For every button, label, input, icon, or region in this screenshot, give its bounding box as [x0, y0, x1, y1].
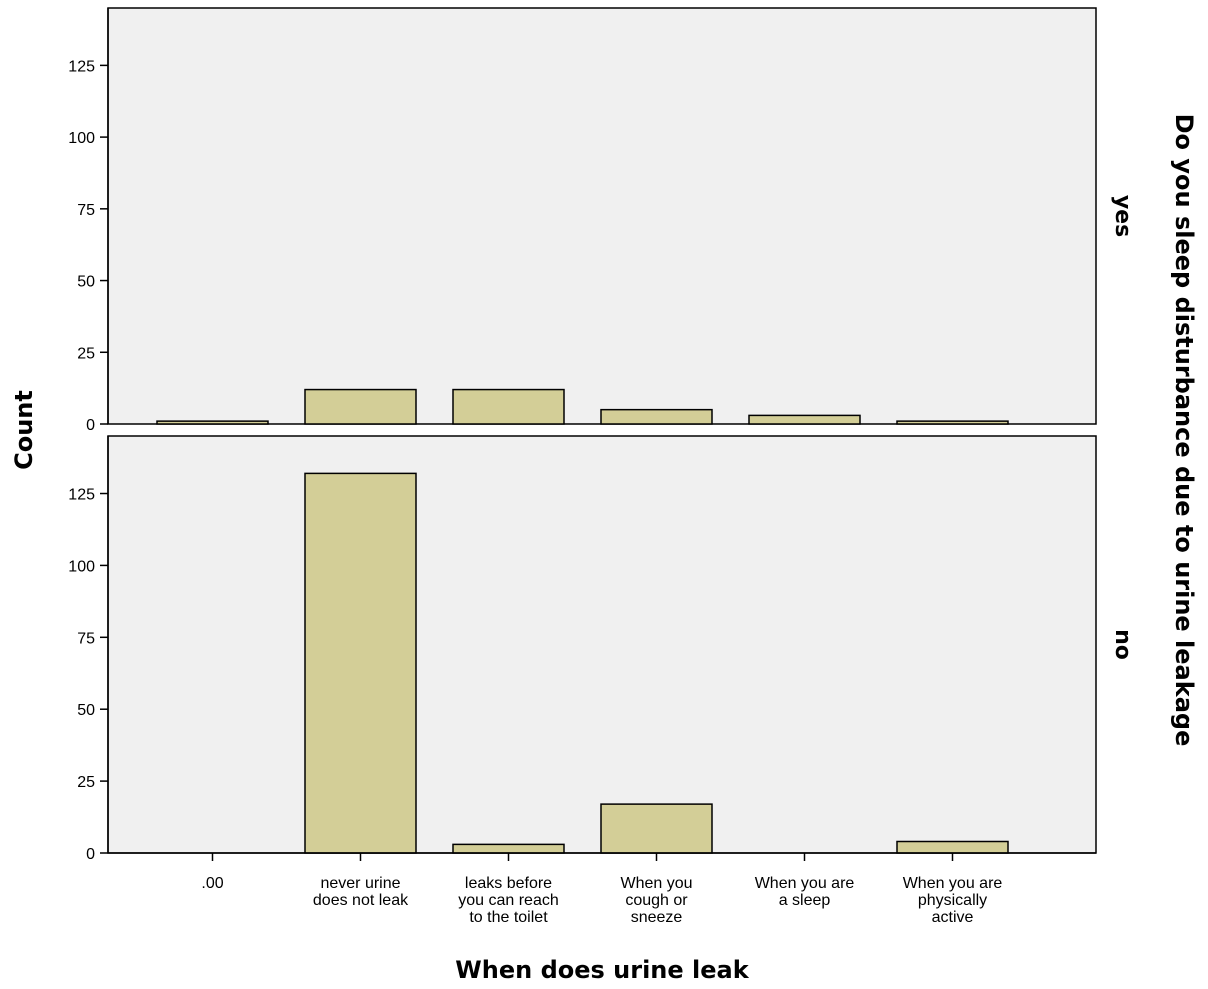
x-tick-label-line: a sleep: [779, 892, 831, 909]
y-tick-label: 125: [68, 58, 95, 75]
x-tick-label-line: sneeze: [631, 909, 683, 926]
bar: [156, 420, 269, 425]
x-tick-label: never urine does not leak: [313, 875, 409, 909]
panels-layer: 0 25 50 75 100 125 yes 0 25 50 75 100 125 no .00 never …: [68, 7, 1135, 926]
bar: [600, 803, 713, 854]
y-tick-label: 25: [77, 345, 95, 362]
x-tick-label-line: active: [932, 909, 974, 926]
x-tick-label-line: you can reach: [458, 892, 559, 909]
bar: [896, 840, 1009, 854]
x-axis-title: When does urine leak: [455, 956, 749, 984]
x-tick-label: When you cough or sneeze: [620, 875, 692, 926]
y-tick-label: 100: [68, 130, 95, 147]
bar: [304, 472, 417, 854]
x-tick-label-line: never urine: [320, 875, 400, 892]
x-tick-label-line: to the toilet: [469, 909, 548, 926]
x-tick-label: When you are a sleep: [755, 875, 855, 909]
x-tick-label-line: When you are: [755, 875, 855, 892]
y-tick-label: 75: [77, 202, 95, 219]
bar: [600, 408, 713, 425]
y-tick-label: 50: [77, 274, 95, 291]
panel-background: [107, 435, 1097, 854]
y-tick-label: 25: [77, 774, 95, 791]
y-tick-label: 0: [86, 846, 95, 863]
panel-label-yes: yes: [1110, 195, 1135, 237]
y-tick-label: 125: [68, 487, 95, 504]
bar: [748, 414, 861, 425]
y-tick-label: 75: [77, 630, 95, 647]
panel-yes: 0 25 50 75 100 125 yes: [68, 7, 1135, 434]
x-tick-label-line: .00: [201, 875, 223, 892]
x-tick-label: leaks before you can reach to the toilet: [458, 875, 559, 926]
y-tick-label: 0: [86, 417, 95, 434]
x-tick-label-line: cough or: [625, 892, 688, 909]
y-axis-title: Count: [10, 390, 38, 470]
panel-background: [107, 7, 1097, 425]
y-tick-label: 50: [77, 702, 95, 719]
panel-no: 0 25 50 75 100 125 no: [68, 435, 1135, 863]
x-tick-label-line: When you: [620, 875, 692, 892]
bar: [452, 843, 565, 854]
x-tick-label-line: does not leak: [313, 892, 409, 909]
y-tick-label: 100: [68, 558, 95, 575]
bar: [452, 388, 565, 425]
panel-label-no: no: [1110, 629, 1135, 660]
x-tick-label-line: physically: [918, 892, 987, 909]
bar: [896, 420, 1009, 425]
x-tick-label-line: leaks before: [465, 875, 552, 892]
panel-variable-title: Do you sleep disturbance due to urine le…: [1170, 114, 1198, 747]
x-tick-label: When you are physically active: [903, 875, 1003, 926]
bar: [304, 388, 417, 425]
x-tick-label: .00: [201, 875, 223, 892]
x-tick-label-line: When you are: [903, 875, 1003, 892]
